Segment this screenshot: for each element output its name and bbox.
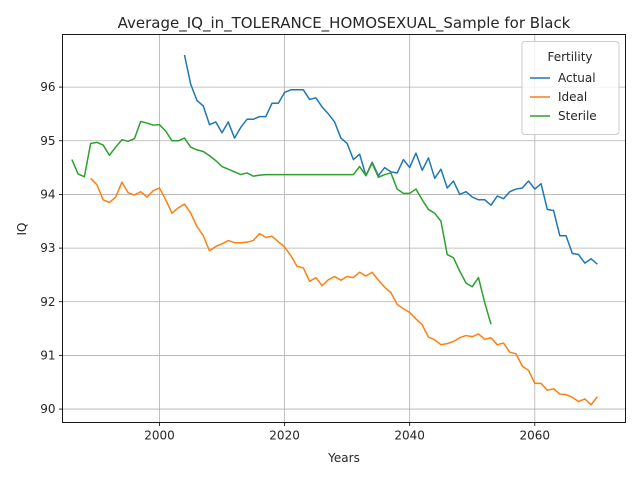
- x-tick-label: 2020: [269, 429, 300, 443]
- axis-ticks: 2000 2020 2040 2060 90 91 92 93 94 95 96: [40, 80, 550, 442]
- y-tick-label: 91: [40, 348, 55, 362]
- y-tick-label: 90: [40, 402, 55, 416]
- legend-label-ideal: Ideal: [558, 90, 587, 104]
- legend-title: Fertility: [547, 50, 592, 64]
- series-line-sterile: [71, 120, 492, 325]
- y-axis-title: IQ: [15, 223, 29, 236]
- legend: Fertility Actual Ideal Sterile: [521, 41, 620, 135]
- y-tick-label: 92: [40, 295, 55, 309]
- legend-box: [521, 41, 620, 135]
- series-line-actual: [183, 54, 598, 265]
- x-tick-label: 2000: [144, 429, 175, 443]
- chart-title: Average_IQ_in_TOLERANCE_HOMOSEXUAL_Sampl…: [118, 14, 571, 33]
- x-axis-title: Years: [327, 451, 360, 465]
- x-tick-label: 2040: [394, 429, 425, 443]
- legend-label-sterile: Sterile: [558, 109, 597, 123]
- series-lines: [71, 54, 598, 406]
- y-tick-label: 93: [40, 241, 55, 255]
- series-line-ideal: [90, 177, 598, 406]
- y-tick-label: 95: [40, 134, 55, 148]
- legend-label-actual: Actual: [558, 71, 596, 85]
- y-tick-label: 96: [40, 80, 55, 94]
- legend-entries: Actual Ideal Sterile: [530, 71, 597, 123]
- y-tick-label: 94: [40, 187, 55, 201]
- plot-frame: [62, 34, 626, 423]
- x-tick-label: 2060: [520, 429, 551, 443]
